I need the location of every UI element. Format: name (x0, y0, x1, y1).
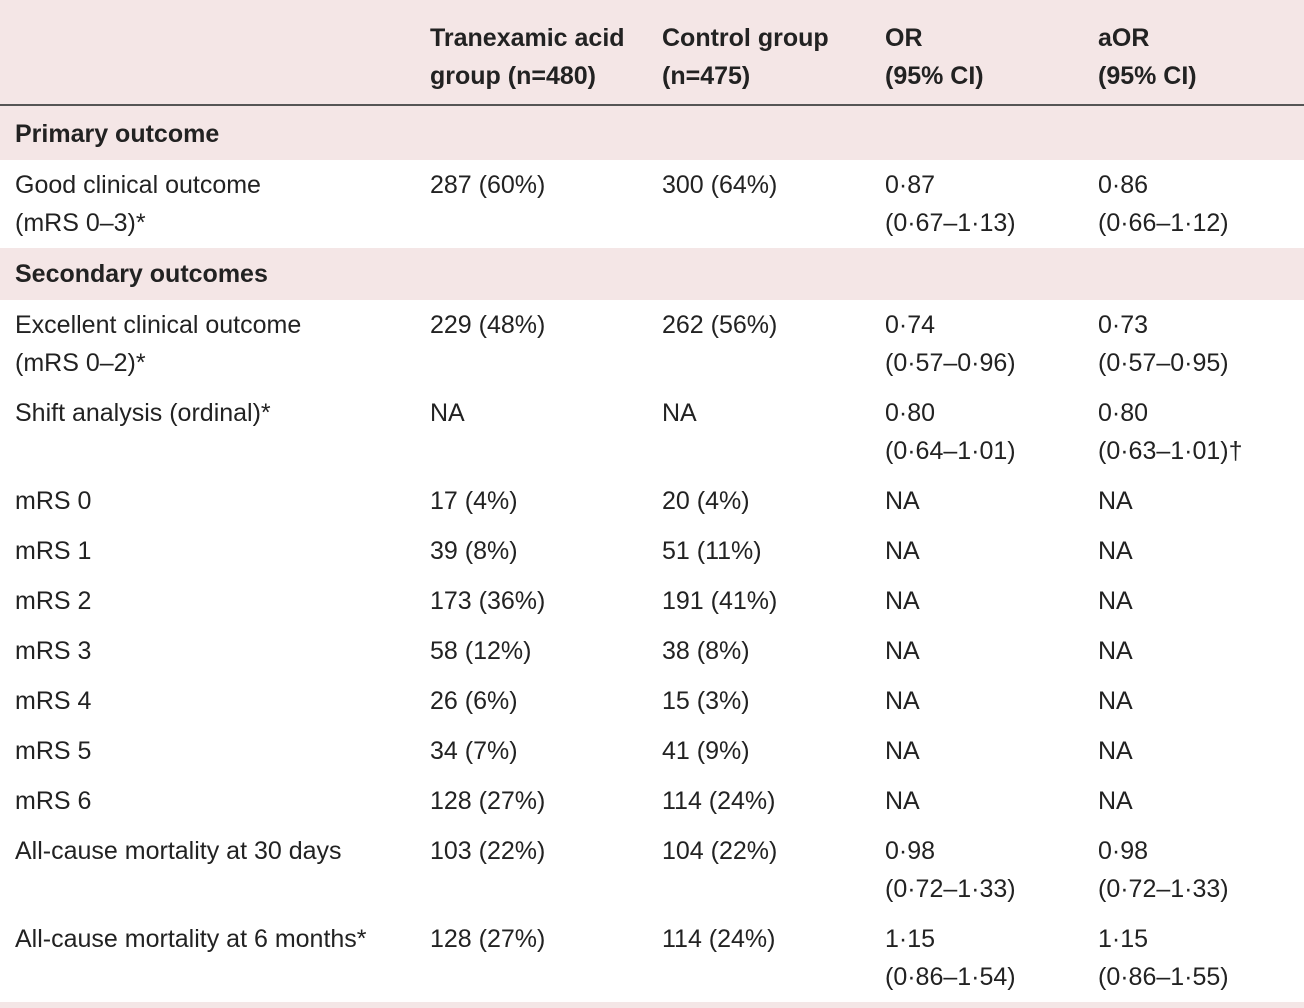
cell: 0·98 (1098, 837, 1149, 865)
header-rule (0, 104, 1304, 106)
cell: NA (885, 537, 920, 565)
cell: 41 (9%) (662, 737, 750, 765)
row-band (0, 388, 1304, 476)
section-band (0, 248, 1304, 300)
cell: (0·86–1·54) (885, 963, 1016, 991)
cell: 15 (3%) (662, 687, 750, 715)
section-title: Secondary outcomes (15, 260, 268, 288)
row-label: mRS 3 (15, 637, 92, 665)
cell: 173 (36%) (430, 587, 546, 615)
cell: (0·64–1·01) (885, 437, 1016, 465)
cell: NA (885, 787, 920, 815)
cell: 0·80 (885, 399, 936, 427)
row-band (0, 826, 1304, 914)
row-label: All-cause mortality at 30 days (15, 837, 342, 865)
cell: 114 (24%) (662, 925, 776, 953)
cell: NA (885, 737, 920, 765)
cell: 17 (4%) (430, 487, 518, 515)
cell: 26 (6%) (430, 687, 518, 715)
cell: 0·73 (1098, 311, 1149, 339)
cell: NA (1098, 637, 1133, 665)
cell: 1·15 (885, 925, 936, 953)
cell: 20 (4%) (662, 487, 750, 515)
row-band (0, 726, 1304, 776)
row-band (0, 626, 1304, 676)
row-band (0, 776, 1304, 826)
cell: 229 (48%) (430, 311, 546, 339)
header-cell: (95% CI) (885, 62, 984, 90)
cell: NA (662, 399, 697, 427)
row-label: mRS 5 (15, 737, 92, 765)
cell: NA (1098, 787, 1133, 815)
cell: (0·66–1·12) (1098, 209, 1229, 237)
section-band (0, 108, 1304, 160)
cell: 38 (8%) (662, 637, 750, 665)
row-band (0, 160, 1304, 248)
cell: 34 (7%) (430, 737, 518, 765)
cell: 1·15 (1098, 925, 1149, 953)
cell: 300 (64%) (662, 171, 778, 199)
row-label: All-cause mortality at 6 months* (15, 925, 367, 953)
header-cell: OR (885, 24, 923, 52)
cell: 262 (56%) (662, 311, 778, 339)
cell: (0·63–1·01)† (1098, 437, 1243, 465)
row-band (0, 576, 1304, 626)
cell: (0·72–1·33) (885, 875, 1016, 903)
row-label: (mRS 0–2)* (15, 349, 146, 377)
header-cell: group (n=480) (430, 62, 596, 90)
cell: 287 (60%) (430, 171, 546, 199)
cell: 104 (22%) (662, 837, 778, 865)
cell: 0·86 (1098, 171, 1149, 199)
row-label: (mRS 0–3)* (15, 209, 146, 237)
row-band (0, 476, 1304, 526)
header-cell: (n=475) (662, 62, 751, 90)
cell: NA (885, 687, 920, 715)
cell: (0·57–0·95) (1098, 349, 1229, 377)
cell: (0·72–1·33) (1098, 875, 1229, 903)
cell: (0·86–1·55) (1098, 963, 1229, 991)
header-cell: aOR (1098, 24, 1150, 52)
row-label: Excellent clinical outcome (15, 311, 302, 339)
header-cell: Tranexamic acid (430, 24, 625, 52)
cell: NA (885, 487, 920, 515)
cell: 103 (22%) (430, 837, 546, 865)
row-label: mRS 6 (15, 787, 92, 815)
row-band (0, 914, 1304, 1002)
cell: NA (430, 399, 465, 427)
row-label: mRS 1 (15, 537, 92, 565)
cell: 128 (27%) (430, 787, 546, 815)
header-cell: Control group (662, 24, 829, 52)
row-label: Shift analysis (ordinal)* (15, 399, 271, 427)
row-band (0, 300, 1304, 388)
cell: 0·80 (1098, 399, 1149, 427)
section-title: Primary outcome (15, 120, 220, 148)
cell: NA (1098, 487, 1133, 515)
row-band (0, 526, 1304, 576)
cell: 128 (27%) (430, 925, 546, 953)
cell: NA (1098, 537, 1133, 565)
cell: 0·74 (885, 311, 936, 339)
cell: NA (885, 587, 920, 615)
cell: NA (1098, 587, 1133, 615)
cell: 191 (41%) (662, 587, 778, 615)
cell: 51 (11%) (662, 537, 762, 565)
cell: NA (885, 637, 920, 665)
row-label: mRS 4 (15, 687, 92, 715)
cell: (0·67–1·13) (885, 209, 1016, 237)
row-label: mRS 2 (15, 587, 92, 615)
row-band (0, 676, 1304, 726)
row-label: Good clinical outcome (15, 171, 261, 199)
row-label: mRS 0 (15, 487, 92, 515)
cell: 114 (24%) (662, 787, 776, 815)
header-cell: (95% CI) (1098, 62, 1197, 90)
cell: NA (1098, 737, 1133, 765)
cell: 58 (12%) (430, 637, 532, 665)
cell: 39 (8%) (430, 537, 518, 565)
cell: (0·57–0·96) (885, 349, 1016, 377)
cell: NA (1098, 687, 1133, 715)
cell: 0·87 (885, 171, 936, 199)
cell: 0·98 (885, 837, 936, 865)
